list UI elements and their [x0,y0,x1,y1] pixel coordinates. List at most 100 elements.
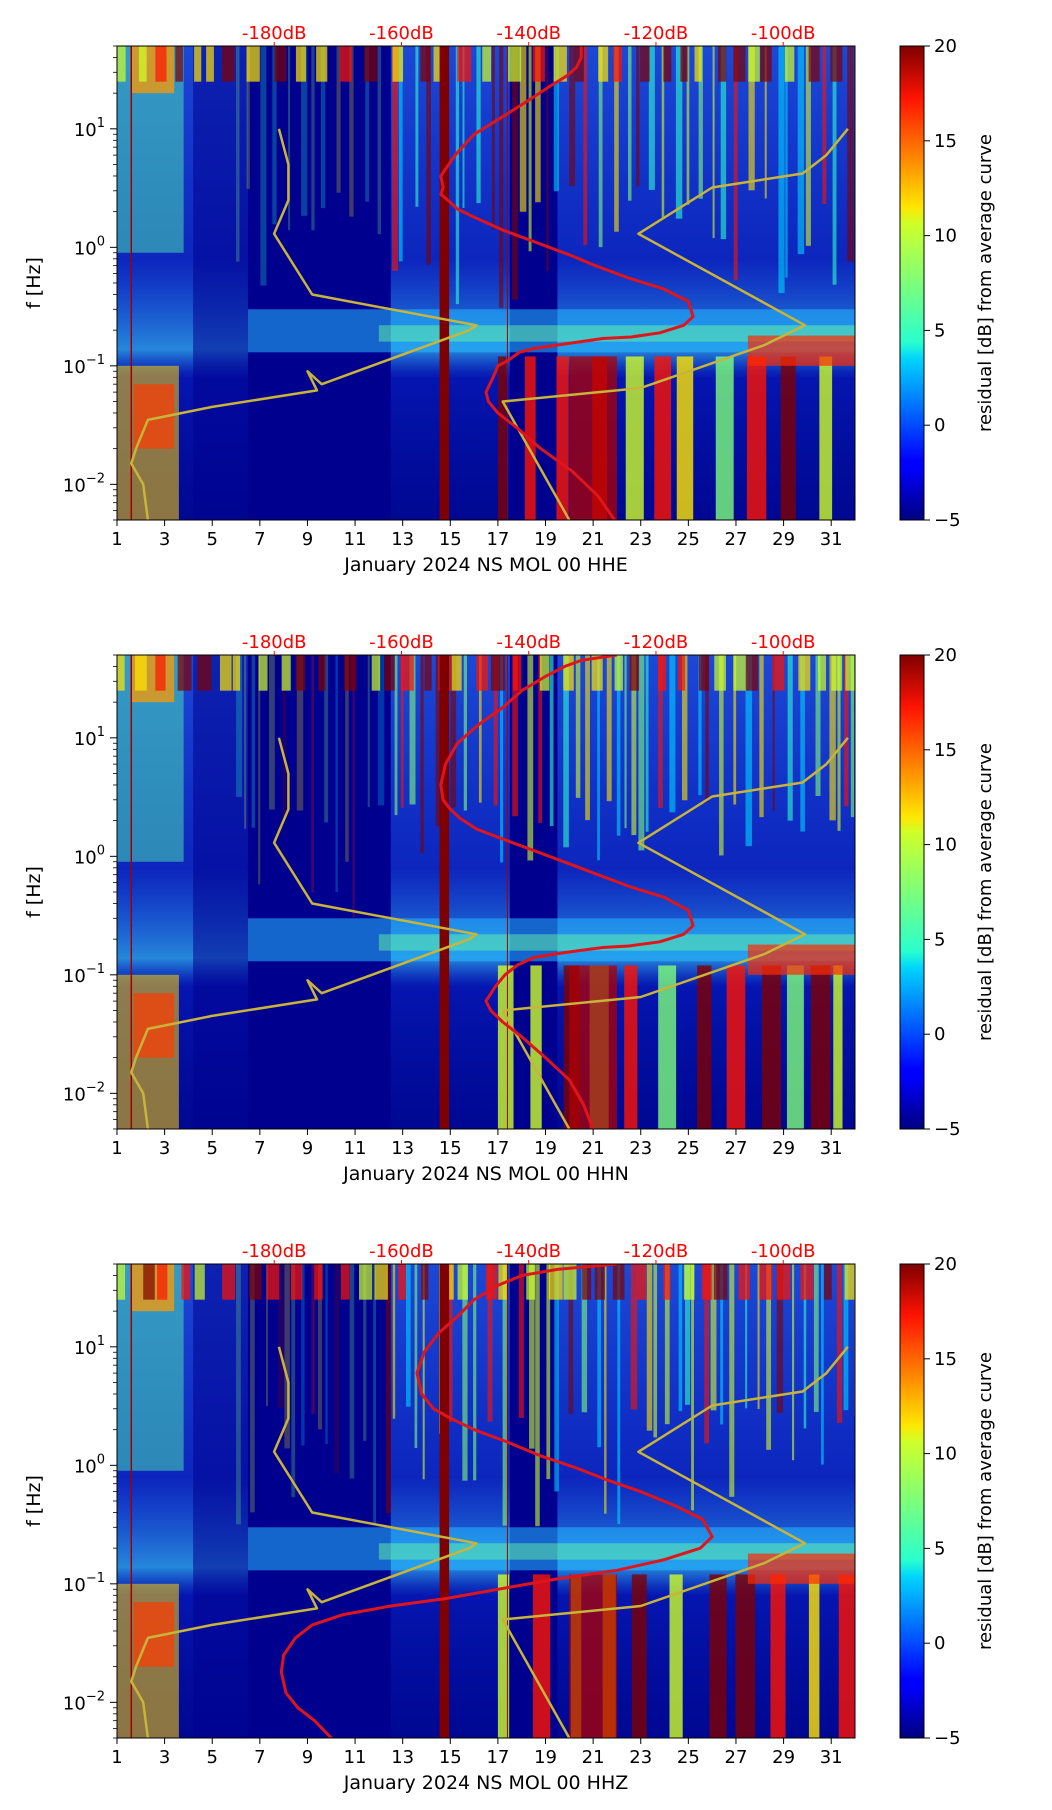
colorbar-tick-label: 0 [934,415,945,436]
stripe-high [850,655,855,818]
stripe-low [819,356,833,520]
hf-hotspot [222,1264,236,1300]
stripe-high [569,46,576,187]
spectrogram-heatmap [117,1264,855,1738]
stripe-high [324,655,329,823]
x-tick-label: 13 [391,1747,414,1768]
colorbar [899,45,925,521]
stripe-low [658,965,677,1129]
hf-hotspot [490,655,506,691]
stripe-high [720,1264,724,1425]
hf-hotspot [733,46,746,82]
colorbar-tick-label: 15 [934,740,957,761]
stripe-strong [569,1574,617,1738]
hf-hotspot [371,655,381,691]
stripe-low [838,1574,855,1738]
stripe-high [675,46,683,219]
spectrogram-heatmap [117,655,855,1129]
stripe-high [258,655,261,885]
x-tick-label: 17 [486,1747,509,1768]
microseism-core [378,1543,855,1560]
stripe-high [628,46,632,201]
x-tick-label: 31 [820,1747,843,1768]
x-tick-label: 15 [439,1138,462,1159]
stripe-high [345,655,349,862]
hf-hotspot [680,46,688,82]
stripe-high [301,46,308,216]
hf-hotspot [553,46,567,82]
red-average-curve [439,655,695,1129]
stripe-high [829,655,836,821]
stripe-high [409,655,416,805]
hf-hotspot [485,1264,498,1300]
stripe-high [284,1264,290,1449]
stripe-high [266,1264,268,1407]
stripe-high [450,655,457,808]
hf-hotspot [614,655,623,691]
stripe-high [291,1264,296,1498]
hf-hotspot [507,46,522,82]
stripe-high [766,1264,772,1450]
hf-hotspot [526,1264,536,1300]
stripe-high [568,1264,574,1414]
hf-hotspot [340,1264,350,1300]
hf-hotspot [400,655,414,691]
stripe-high [462,46,465,208]
gap-bar [439,46,450,520]
hf-hotspot [563,1264,577,1300]
hf-hotspot [232,655,241,691]
x-axis-label: January 2024 NS MOL 00 HHZ [343,1772,629,1794]
stripe-high [843,655,849,807]
y-axis-label: f [Hz] [23,257,45,309]
hf-hotspot [612,1264,625,1300]
stripe-high [282,655,287,818]
hf-hotspot [384,655,395,691]
hf-hotspot [249,1264,262,1300]
hf-hotspot [830,46,843,82]
stripe-high [787,655,793,821]
stripe-high [250,1264,255,1513]
x-tick-label: 21 [582,1747,605,1768]
hf-hotspot [845,655,855,691]
hf-hotspot [760,46,772,82]
colorbar [899,1263,925,1739]
stripe-high [764,46,767,199]
hf-hotspot [817,655,827,691]
x-tick-label: 17 [486,1138,509,1159]
hf-hotspot [314,1264,323,1300]
stripe-high [597,655,600,861]
stripe-high [400,655,404,808]
hf-hotspot [701,1264,713,1300]
y-tick-label: 100 [74,843,105,868]
stripe-high [705,655,709,803]
stripe-high [535,46,541,203]
hf-hotspot [117,655,125,691]
stripe-high [583,46,588,246]
stripe-high [597,1264,601,1448]
x-tick-label: 3 [159,1747,170,1768]
x-tick-label: 25 [677,1138,700,1159]
stripe-high [349,1264,355,1479]
stripe-high [244,655,247,829]
hf-hotspot [181,1264,191,1300]
x-tick-label: 29 [772,529,795,550]
stripe-high [748,46,755,191]
x-tick-label: 23 [629,1138,652,1159]
colorbar-tick-label: 10 [934,226,957,247]
x-tick-label: 13 [391,1138,414,1159]
x-tick-label: 29 [772,1138,795,1159]
hf-hotspot [800,1264,814,1300]
top-axis-label: -180dB [242,632,307,653]
hf-hotspot [663,1264,671,1300]
haze-band [193,46,248,520]
stripe-high [502,1264,508,1526]
stripe-high [311,46,315,231]
stripe-high [563,655,569,848]
hf-hotspot [364,46,378,82]
stripe-low [676,356,694,520]
stripe-high [549,655,554,827]
stripe-high [614,46,619,232]
stripe-high [653,1264,658,1438]
stripe-low [669,1574,683,1738]
